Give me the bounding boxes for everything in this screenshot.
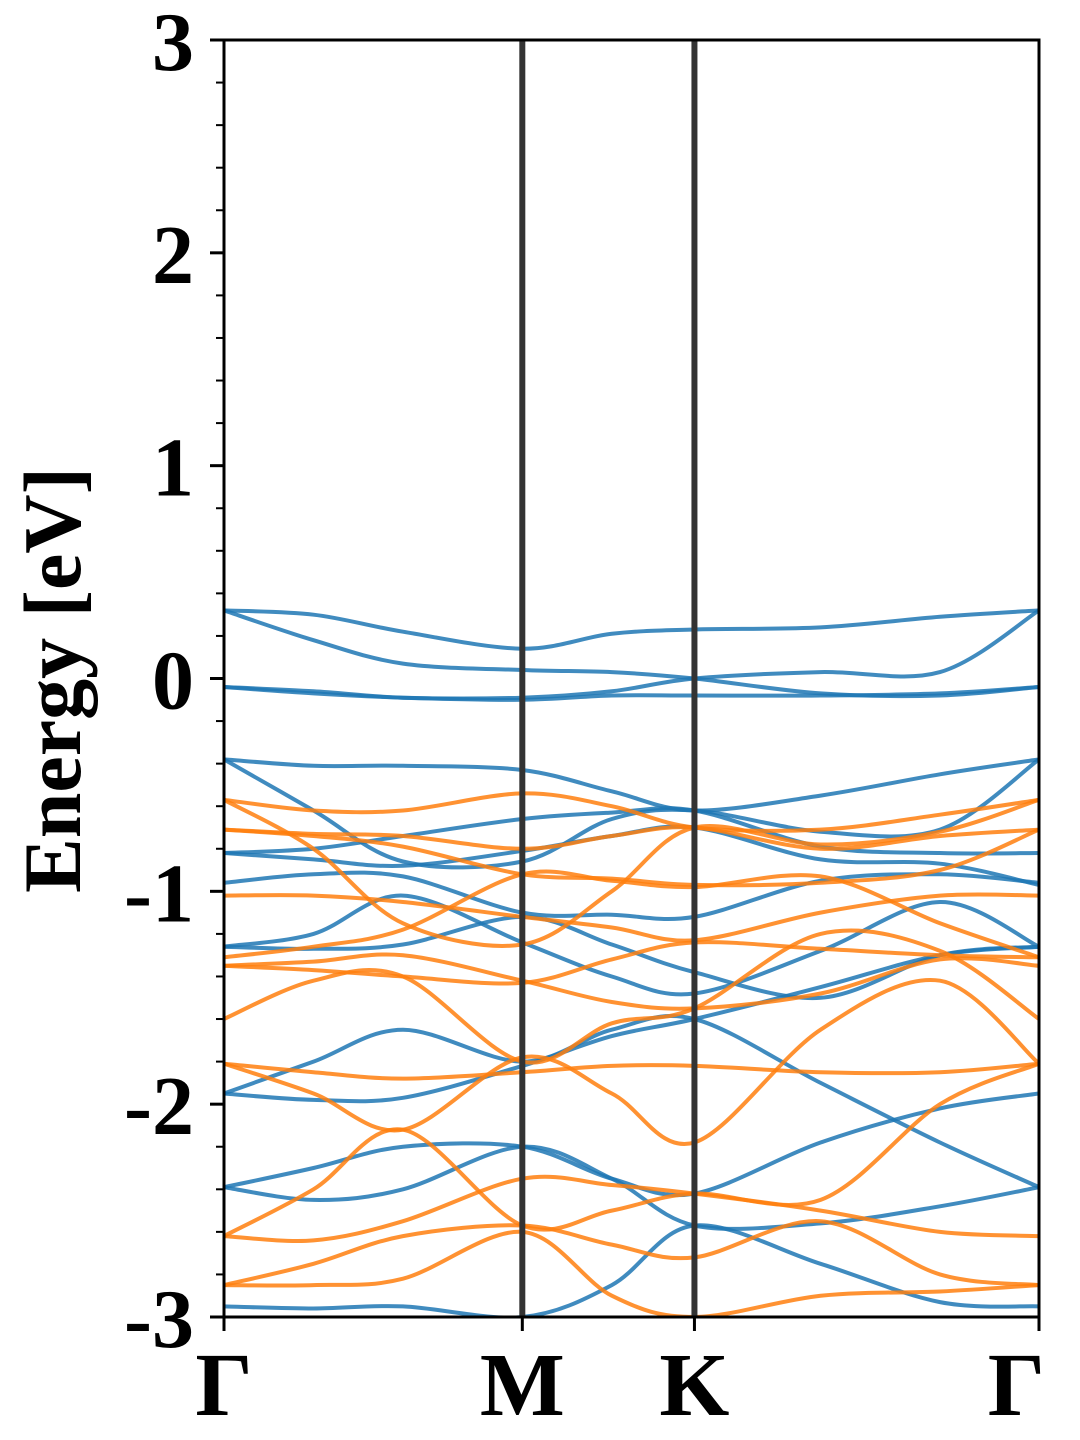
band-line-spin_down-24 <box>224 928 1039 1065</box>
band-line-spin_down-21 <box>224 869 1039 960</box>
y-tick-label: -3 <box>124 1273 194 1366</box>
y-axis-label: Energy [eV] <box>7 467 98 893</box>
band-line-spin_down-22 <box>224 952 1039 1011</box>
band-line-spin_down-16 <box>224 791 1039 833</box>
x-tick-label: Γ <box>195 1336 252 1435</box>
band-line-spin_up-4 <box>224 757 1039 813</box>
y-axis-ticks: -3 -2 -1 0 1 2 3 <box>124 0 224 1366</box>
high-symmetry-lines <box>519 40 698 1317</box>
y-tick-label: 0 <box>152 635 194 728</box>
band-line-spin_down-30 <box>224 1229 1039 1317</box>
band-line-spin_down-19 <box>224 827 1039 888</box>
band-line-spin_up-0 <box>224 608 1039 651</box>
x-tick-label: K <box>659 1336 729 1435</box>
band-line-spin_up-6 <box>224 806 1039 856</box>
band-lines <box>224 608 1039 1317</box>
y-tick-label: 1 <box>152 422 194 515</box>
band-line-spin_up-14 <box>224 1144 1039 1231</box>
band-line-spin_up-3 <box>224 685 1039 702</box>
band-line-spin_down-20 <box>224 892 1039 943</box>
band-line-spin_down-25 <box>224 1061 1039 1081</box>
band-line-spin_down-27 <box>224 1061 1039 1239</box>
y-tick-label: -1 <box>124 847 194 940</box>
band-line-spin_down-29 <box>224 1219 1039 1288</box>
band-line-spin_up-8 <box>224 870 1039 922</box>
band-line-spin_down-18 <box>224 825 1039 851</box>
x-tick-label: M <box>480 1336 565 1435</box>
y-tick-label: 2 <box>152 209 194 302</box>
band-line-spin_down-26 <box>224 977 1039 1147</box>
band-line-spin_down-28 <box>224 1174 1039 1243</box>
x-tick-label: Γ <box>988 1336 1045 1435</box>
y-tick-label: 3 <box>152 0 194 89</box>
band-line-spin_down-17 <box>224 797 1039 948</box>
band-line-spin_up-12 <box>224 944 1039 1104</box>
y-tick-label: -2 <box>124 1060 194 1153</box>
